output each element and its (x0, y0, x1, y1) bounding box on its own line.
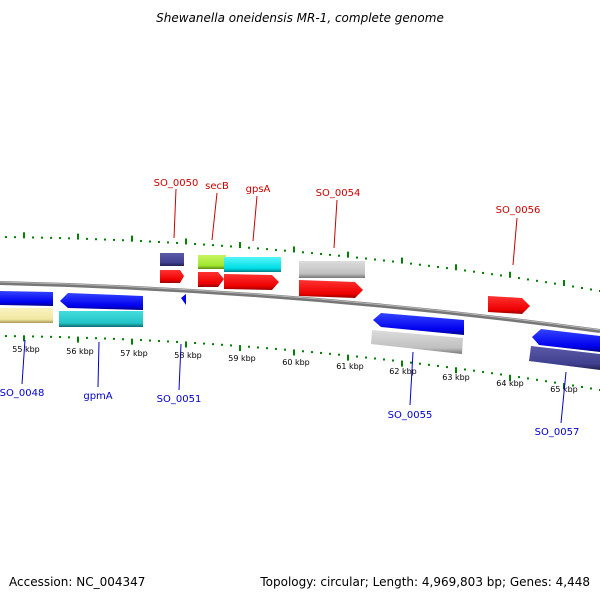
feature-gpma-arrow[interactable] (60, 293, 143, 310)
tick-label: 61 kbp (336, 362, 364, 371)
gene-label-so0054[interactable]: SO_0054 (316, 188, 361, 199)
feature-so0050-arrow[interactable] (160, 270, 184, 283)
leader-line (560, 371, 567, 424)
accession-text: Accession: NC_004347 (9, 575, 145, 589)
tick-label: 64 kbp (496, 379, 524, 388)
leader-line (333, 199, 338, 249)
tick-label: 63 kbp (442, 373, 470, 382)
genome-summary-text: Topology: circular; Length: 4,969,803 bp… (259, 575, 590, 589)
gene-label-so0051[interactable]: SO_0051 (157, 394, 202, 405)
leader-line (173, 188, 177, 239)
lower-scale-ticks (5, 335, 600, 391)
feature-so0057-arrow[interactable] (532, 329, 600, 352)
gene-label-so0050[interactable]: SO_0050 (154, 178, 199, 189)
gene-label-gpsa[interactable]: gpsA (246, 184, 271, 195)
feature-gpsa-box[interactable] (224, 257, 281, 272)
gene-label-so0056[interactable]: SO_0056 (496, 205, 541, 216)
leader-line (97, 341, 100, 388)
tick-label: 59 kbp (228, 354, 256, 363)
upper-features (160, 253, 530, 314)
feature-so0050-box[interactable] (160, 253, 184, 266)
leader-line (409, 351, 414, 406)
bottom-gene-labels: SO_0048 gpmA SO_0051 SO_0055 SO_0057 (0, 339, 580, 438)
leader-line (21, 339, 26, 385)
genome-backbone (0, 281, 600, 333)
leader-line (178, 343, 182, 391)
gene-label-gpma[interactable]: gpmA (83, 391, 112, 402)
feature-gpsa-arrow[interactable] (224, 274, 279, 290)
tick-label: 58 kbp (174, 351, 202, 360)
gene-label-so0057[interactable]: SO_0057 (535, 427, 580, 438)
feature-so0048-arrow[interactable] (0, 291, 53, 306)
feature-so0051-arrow[interactable] (181, 294, 186, 305)
gene-label-secb[interactable]: secB (205, 181, 229, 192)
feature-secb-arrow[interactable] (198, 272, 224, 287)
tick-label: 62 kbp (389, 367, 417, 376)
feature-so0054-box[interactable] (299, 261, 365, 278)
tick-label: 55 kbp (12, 345, 40, 354)
feature-secb-box[interactable] (198, 255, 226, 269)
tick-label: 60 kbp (282, 358, 310, 367)
top-gene-labels: SO_0050 secB gpsA SO_0054 SO_0056 (154, 178, 541, 266)
feature-so0055-arrow[interactable] (373, 313, 464, 335)
leader-line (512, 217, 518, 266)
leader-line (211, 192, 218, 241)
tick-label: 56 kbp (66, 347, 94, 356)
upper-scale-ticks (5, 232, 600, 292)
feature-so0056-arrow[interactable] (488, 296, 530, 314)
tick-label: 57 kbp (120, 349, 148, 358)
feature-so0055-box[interactable] (371, 330, 463, 354)
feature-gpma-box[interactable] (59, 311, 143, 327)
gene-label-so0048[interactable]: SO_0048 (0, 388, 44, 399)
genome-backbone-highlight (0, 281, 600, 331)
map-title: Shewanella oneidensis MR-1, complete gen… (156, 11, 444, 25)
feature-so0057-box[interactable] (529, 346, 600, 370)
gene-label-so0055[interactable]: SO_0055 (388, 410, 433, 421)
leader-line (252, 195, 258, 242)
lower-features (0, 291, 600, 370)
feature-so0054-arrow[interactable] (299, 280, 363, 298)
feature-so0048-box[interactable] (0, 308, 53, 323)
